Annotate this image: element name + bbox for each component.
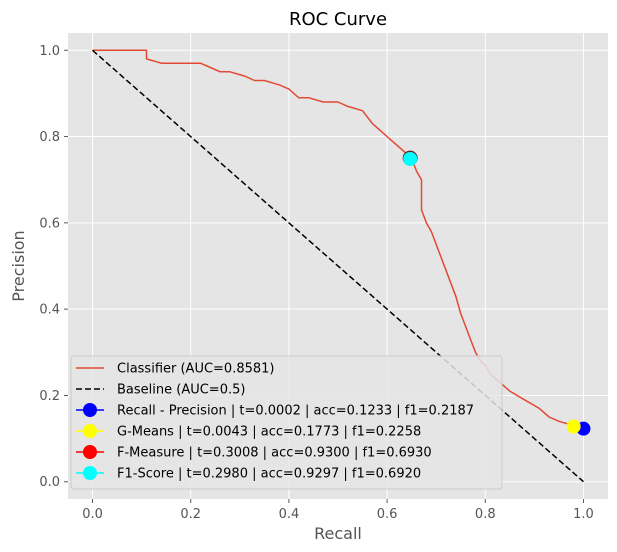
legend-baseline: Baseline (AUC=0.5) <box>76 383 245 398</box>
legend-label: Recall - Precision | t=0.0002 | acc=0.12… <box>117 404 474 419</box>
y-tick-label: 0.8 <box>39 130 60 145</box>
legend-box <box>70 355 503 490</box>
legend-label: Classifier (AUC=0.8581) <box>117 362 275 377</box>
x-tick-label: 0.4 <box>279 507 300 522</box>
legend-label: G-Means | t=0.0043 | acc=0.1773 | f1=0.2… <box>117 425 421 440</box>
y-tick-label: 1.0 <box>39 44 60 59</box>
y-tick-label: 0.4 <box>39 303 60 318</box>
x-tick-label: 0.2 <box>180 507 201 522</box>
x-tick-label: 1.0 <box>573 507 594 522</box>
legend-label: F-Measure | t=0.3008 | acc=0.9300 | f1=0… <box>117 446 432 461</box>
legend-f-measure: F-Measure | t=0.3008 | acc=0.9300 | f1=0… <box>76 445 432 461</box>
legend: Classifier (AUC=0.8581) Baseline (AUC=0.5… <box>70 355 503 490</box>
x-tick-label: 0.8 <box>475 507 496 522</box>
legend-g-means: G-Means | t=0.0043 | acc=0.1773 | f1=0.2… <box>76 424 421 440</box>
legend-swatch-marker <box>83 424 97 438</box>
y-tick-label: 0.0 <box>39 475 60 490</box>
legend-recall-precision: Recall - Precision | t=0.0002 | acc=0.12… <box>76 403 474 419</box>
x-tick-label: 0.6 <box>377 507 398 522</box>
legend-swatch-marker <box>83 403 97 417</box>
legend-classifier: Classifier (AUC=0.8581) <box>76 362 275 377</box>
legend-f1-score: F1-Score | t=0.2980 | acc=0.9297 | f1=0.… <box>76 466 421 482</box>
legend-swatch-marker <box>83 466 97 480</box>
y-tick-label: 0.2 <box>39 389 60 404</box>
x-tick-label: 0.0 <box>82 507 103 522</box>
tick-labels: 0.0 0.2 0.4 0.6 0.8 1.0 0.0 0.2 0.4 0.6 0.8 1.0 <box>39 44 593 522</box>
y-tick-label: 0.6 <box>39 216 60 231</box>
chart-title: ROC Curve <box>289 9 387 30</box>
legend-label: Baseline (AUC=0.5) <box>117 383 245 398</box>
g-means-marker <box>566 419 581 434</box>
legend-label: F1-Score | t=0.2980 | acc=0.9297 | f1=0.… <box>117 467 421 482</box>
y-axis-label: Precision <box>9 230 28 301</box>
marker-layer <box>402 150 591 436</box>
x-axis-label: Recall <box>314 524 362 543</box>
f1-score-marker <box>403 151 418 166</box>
legend-swatch-marker <box>83 445 97 459</box>
